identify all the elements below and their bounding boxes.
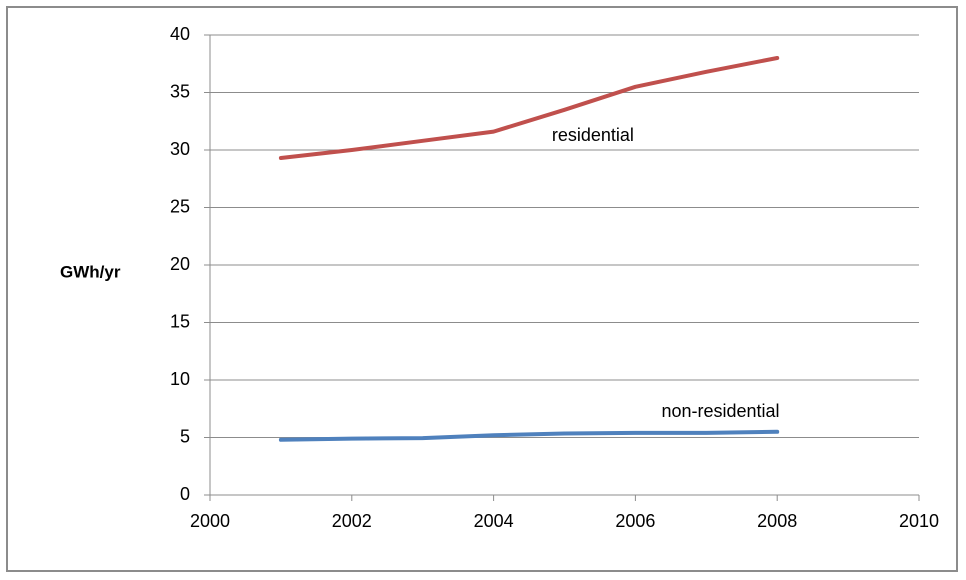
x-tick-label-2010: 2010 (899, 511, 939, 531)
y-tick-label-10: 10 (170, 369, 190, 389)
y-tick-label-25: 25 (170, 196, 190, 216)
series-line-non-residential (278, 429, 780, 442)
y-tick-label-20: 20 (170, 254, 190, 274)
x-tick-label-2004: 2004 (474, 511, 514, 531)
series-label-residential: residential (552, 125, 634, 145)
axes (204, 34, 920, 501)
x-tick-label-2002: 2002 (332, 511, 372, 531)
series-lines (278, 56, 780, 442)
y-tick-label-5: 5 (180, 426, 190, 446)
y-tick-label-40: 40 (170, 24, 190, 44)
x-tick-label-2000: 2000 (190, 511, 230, 531)
series-line-residential (278, 56, 780, 160)
chart-frame (6, 6, 958, 572)
x-tick-label-2006: 2006 (615, 511, 655, 531)
y-tick-label-35: 35 (170, 81, 190, 101)
x-tick-label-2008: 2008 (757, 511, 797, 531)
series-label-non-residential: non-residential (661, 401, 779, 421)
y-axis-title: GWh/yr (60, 262, 121, 281)
tick-labels: 0 5 10 15 20 25 30 35 40 2000 2002 2004 2006 2008 2010 (170, 24, 939, 531)
y-tick-label-15: 15 (170, 311, 190, 331)
series-labels: residential non-residential (552, 125, 780, 421)
y-tick-label-0: 0 (180, 484, 190, 504)
gridlines (210, 34, 919, 438)
y-tick-label-30: 30 (170, 139, 190, 159)
